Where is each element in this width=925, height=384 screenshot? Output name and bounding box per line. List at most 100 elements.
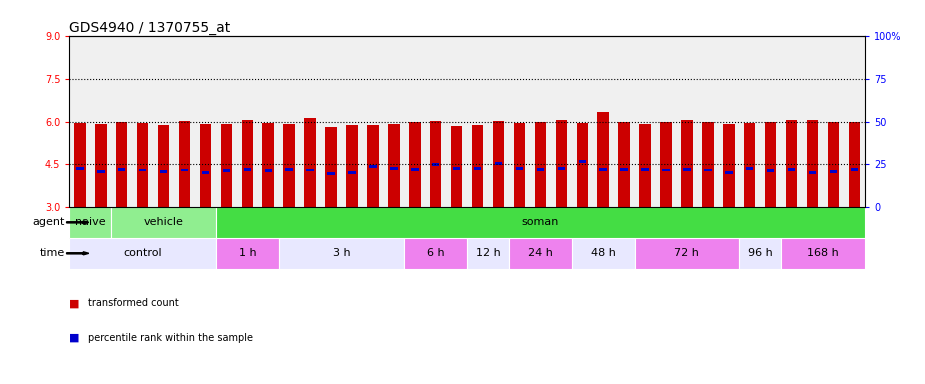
Bar — [160, 170, 167, 173]
Bar — [327, 172, 335, 175]
Bar — [660, 122, 672, 207]
Bar — [739, 238, 781, 269]
Bar — [746, 167, 754, 170]
Text: 24 h: 24 h — [528, 248, 553, 258]
Bar — [200, 124, 211, 207]
Text: transformed count: transformed count — [88, 298, 179, 308]
Bar — [725, 171, 733, 174]
Bar — [744, 123, 756, 207]
Text: 72 h: 72 h — [674, 248, 699, 258]
Bar — [221, 124, 232, 207]
Bar — [97, 170, 105, 173]
Bar — [346, 125, 358, 207]
Bar — [848, 122, 860, 207]
Bar — [576, 123, 588, 207]
Bar — [723, 124, 734, 207]
Bar — [283, 124, 295, 207]
Bar — [578, 160, 586, 163]
Bar — [180, 169, 189, 171]
Bar — [493, 121, 504, 207]
Bar — [158, 125, 169, 207]
Bar — [662, 169, 670, 171]
Text: agent: agent — [32, 217, 65, 227]
Bar — [111, 207, 216, 238]
Bar — [684, 168, 691, 171]
Bar — [76, 167, 83, 170]
Bar — [404, 238, 467, 269]
Text: time: time — [40, 248, 65, 258]
Bar — [179, 121, 191, 207]
Bar — [558, 167, 565, 170]
Text: naive: naive — [75, 217, 105, 227]
Bar — [326, 127, 337, 207]
Bar — [513, 123, 525, 207]
Bar — [118, 168, 126, 171]
Bar — [69, 238, 216, 269]
Bar — [599, 168, 607, 171]
Bar — [572, 238, 635, 269]
Bar — [786, 120, 797, 207]
Bar — [243, 168, 251, 171]
Bar — [369, 165, 376, 168]
Bar — [851, 168, 858, 171]
Bar — [139, 169, 146, 171]
Text: 168 h: 168 h — [808, 248, 839, 258]
Bar — [781, 238, 865, 269]
Bar — [450, 126, 462, 207]
Bar — [641, 168, 648, 171]
Text: percentile rank within the sample: percentile rank within the sample — [88, 333, 253, 343]
Bar — [265, 169, 272, 172]
Bar — [619, 122, 630, 207]
Bar — [69, 207, 111, 238]
Bar — [137, 122, 148, 207]
Bar — [681, 120, 693, 207]
Text: ■: ■ — [69, 333, 80, 343]
Text: ■: ■ — [69, 298, 80, 308]
Bar — [639, 124, 651, 207]
Bar — [765, 122, 776, 207]
Bar — [704, 169, 711, 171]
Bar — [286, 168, 293, 171]
Bar — [202, 171, 209, 174]
Text: 3 h: 3 h — [333, 248, 351, 258]
Bar — [556, 120, 567, 207]
Bar — [390, 167, 398, 170]
Text: soman: soman — [522, 217, 559, 227]
Bar — [702, 122, 713, 207]
Bar — [453, 167, 461, 170]
Bar — [807, 120, 819, 207]
Bar — [116, 122, 128, 207]
Bar — [223, 169, 230, 172]
Bar — [509, 238, 572, 269]
Bar — [432, 164, 439, 166]
Bar — [216, 238, 278, 269]
Bar — [411, 168, 418, 171]
Bar — [409, 122, 421, 207]
Bar — [367, 125, 378, 207]
Bar — [74, 123, 86, 207]
Text: vehicle: vehicle — [143, 217, 183, 227]
Bar — [598, 112, 609, 207]
Bar — [536, 168, 544, 171]
Bar — [828, 122, 839, 207]
Bar — [635, 238, 739, 269]
Bar — [348, 171, 356, 174]
Bar — [767, 169, 774, 172]
Bar — [621, 168, 628, 171]
Text: 6 h: 6 h — [427, 248, 445, 258]
Bar — [472, 125, 484, 207]
Text: 48 h: 48 h — [591, 248, 616, 258]
Text: 12 h: 12 h — [475, 248, 500, 258]
Bar — [474, 167, 481, 170]
Bar — [535, 122, 546, 207]
Bar — [241, 120, 253, 207]
Text: 96 h: 96 h — [747, 248, 772, 258]
Bar — [495, 162, 502, 165]
Text: GDS4940 / 1370755_at: GDS4940 / 1370755_at — [69, 22, 230, 35]
Text: control: control — [123, 248, 162, 258]
Bar — [788, 168, 796, 171]
Bar — [430, 121, 441, 207]
Bar — [216, 207, 865, 238]
Bar — [808, 171, 816, 174]
Bar — [95, 124, 106, 207]
